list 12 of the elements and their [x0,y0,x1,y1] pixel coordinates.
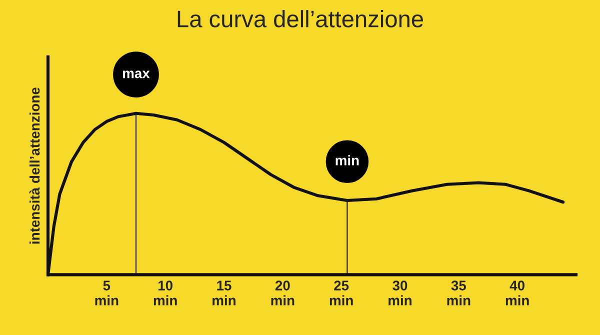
annotation: max [123,70,150,78]
x-tick-label: 35 min [447,280,470,306]
x-tick-label: 5 min [95,280,118,306]
y-axis-title: intensità dell’attenzione [29,88,40,244]
x-tick-label: 40 min [506,280,529,306]
x-tick-label: 30 min [388,280,412,306]
chart-title: La curva dell’attenzione [178,10,423,28]
x-tick-label: 25 min [330,280,353,306]
annotation: min [336,155,359,166]
x-tick-label: 15 min [212,280,236,306]
x-tick-label: 20 min [271,280,294,306]
x-tick-label: 10 min [154,280,177,306]
